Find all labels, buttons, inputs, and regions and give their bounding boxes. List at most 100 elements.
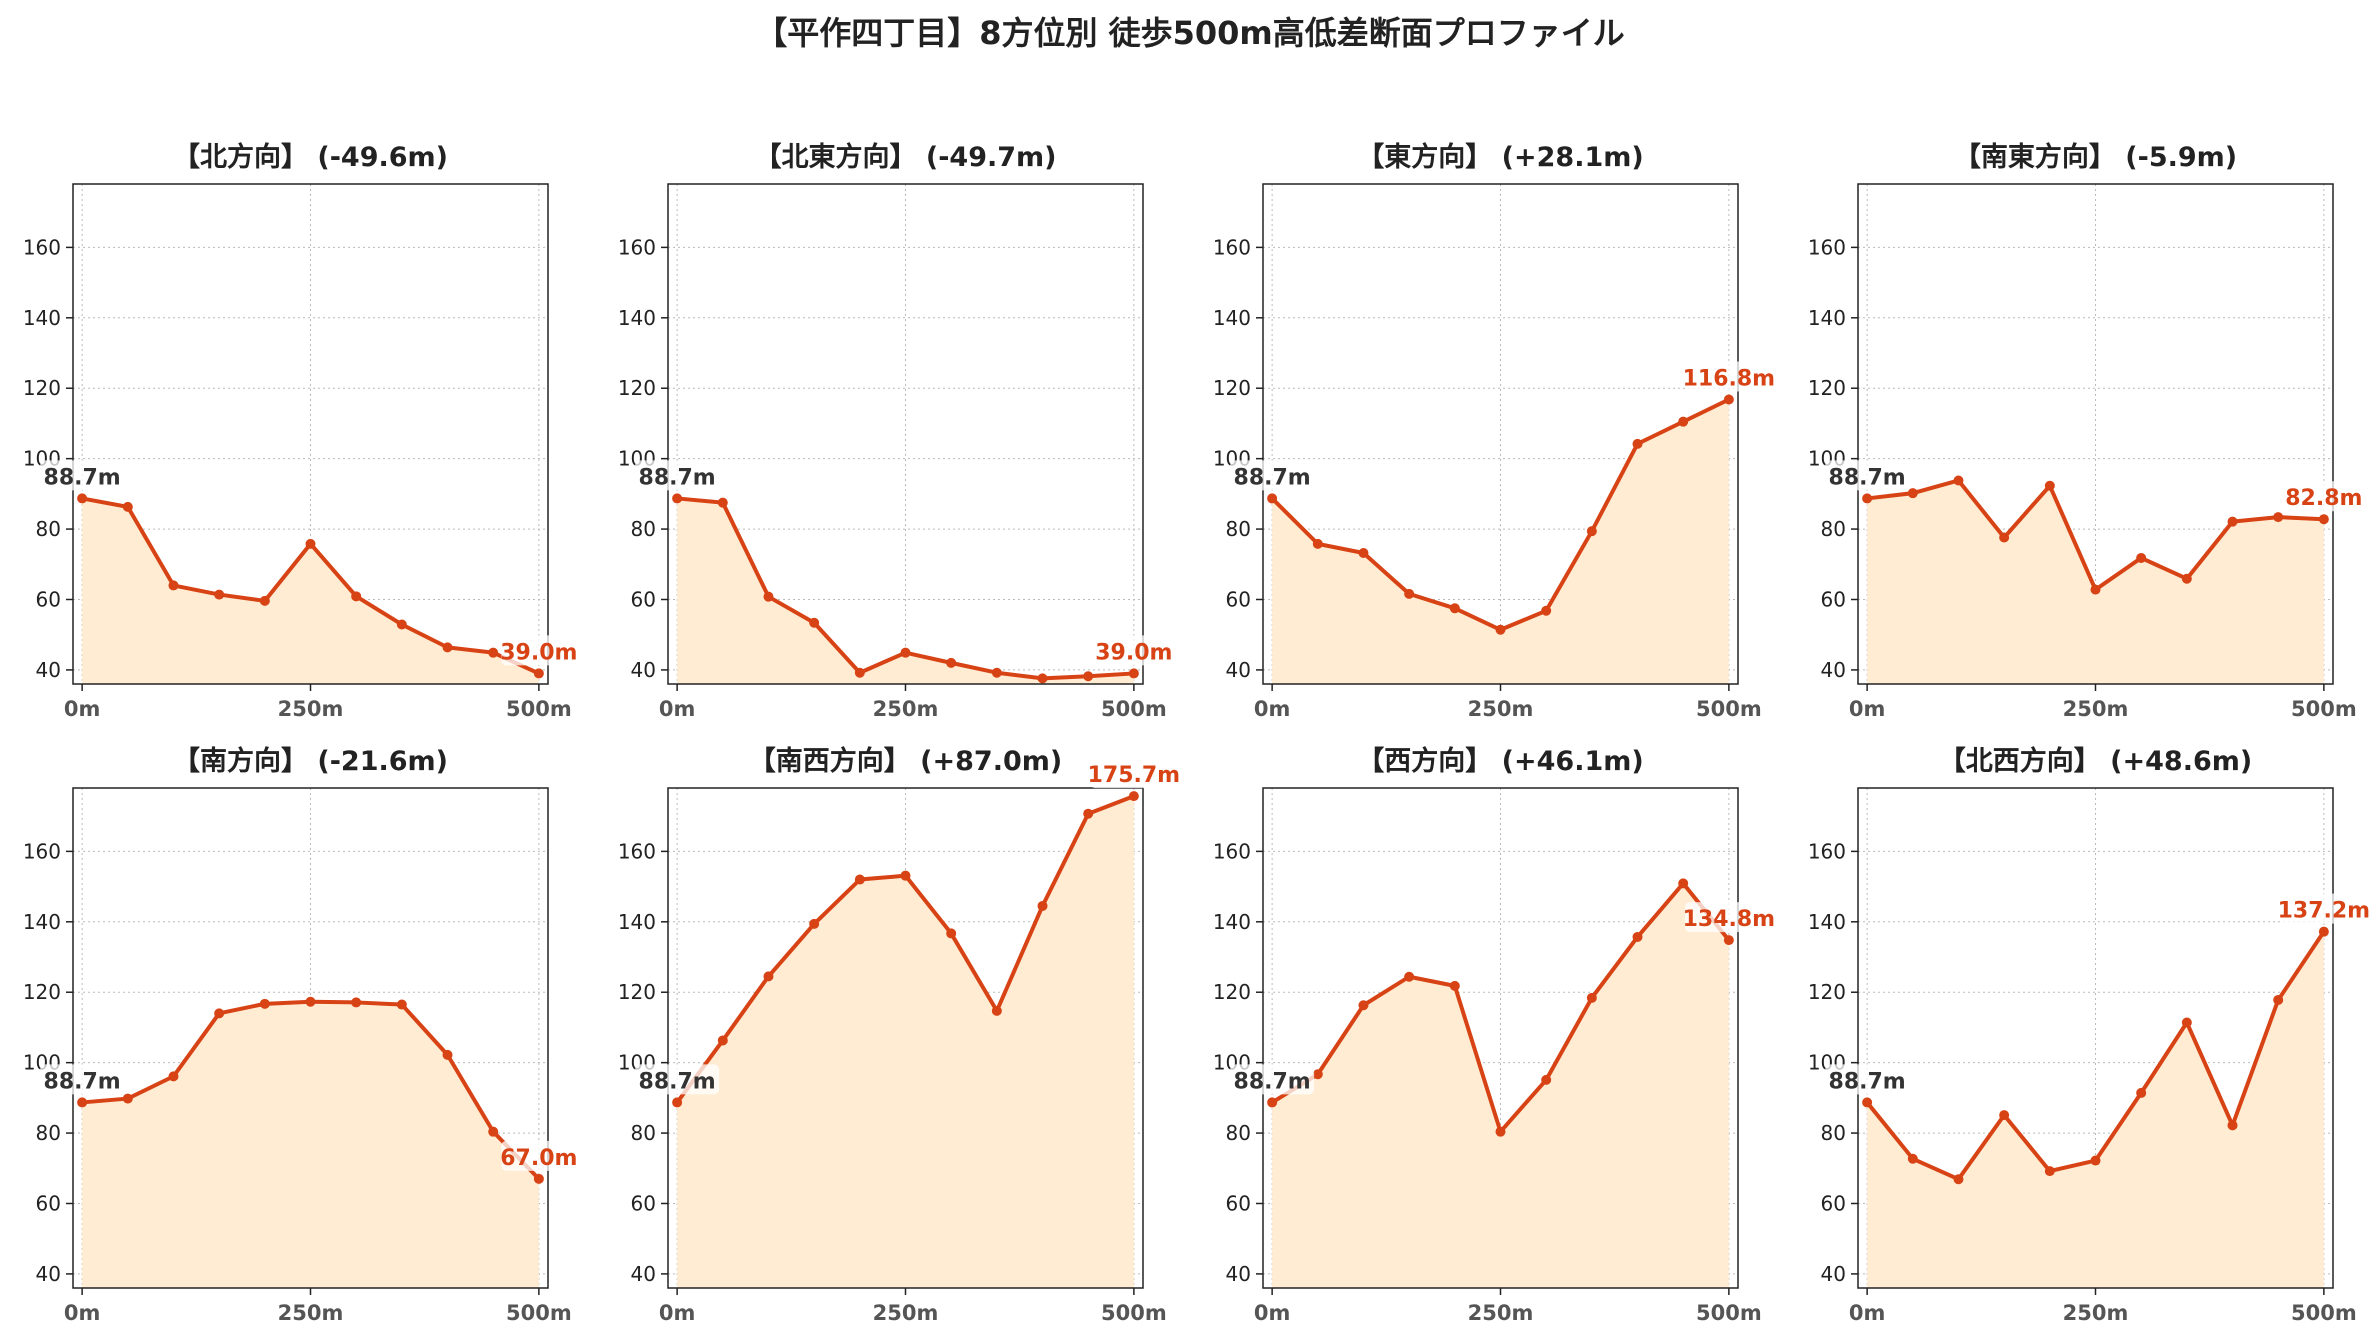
y-tick-label: 160 [1213,235,1251,259]
start-label-bg [40,460,125,491]
area-fill [1867,931,2324,1288]
y-tick-label: 160 [23,235,61,259]
y-tick-label: 160 [1808,839,1846,863]
start-label: 88.7m [1829,465,1906,490]
start-label-bg [635,1064,720,1095]
data-point [305,538,316,549]
data-point [77,493,88,504]
data-point [533,668,544,679]
x-tick-label: 250m [2063,1301,2129,1325]
y-tick-label: 80 [36,1121,61,1145]
y-tick-label: 120 [1808,980,1846,1004]
y-tick-label: 160 [1808,235,1846,259]
data-point [533,1173,544,1184]
data-point [1358,1000,1369,1011]
x-tick-label: 250m [873,697,939,721]
data-point [1495,624,1506,635]
start-label-bg [1825,1064,1910,1095]
data-point [1999,1110,2010,1121]
data-point [2227,1120,2238,1131]
y-tick-label: 80 [1226,517,1251,541]
data-point [168,580,179,591]
start-label: 88.7m [1829,1069,1906,1094]
y-tick-label: 120 [1808,376,1846,400]
x-tick-label: 0m [1849,1301,1886,1325]
data-point [991,1005,1002,1016]
data-point [1267,1097,1278,1108]
area-fill [677,498,1134,684]
data-point [168,1071,179,1082]
end-label-bg [1684,361,1773,392]
data-point [1404,971,1415,982]
data-point [214,1008,225,1019]
x-tick-label: 250m [278,697,344,721]
data-point [1678,878,1689,889]
data-point [1495,1126,1506,1137]
data-point [672,1097,683,1108]
x-tick-label: 500m [2291,697,2357,721]
data-point [1586,992,1597,1003]
end-label: 39.0m [1095,640,1172,665]
end-label: 82.8m [2285,486,2362,511]
data-point [2090,584,2101,595]
area-fill [677,796,1134,1288]
data-point [763,971,774,982]
x-tick-label: 500m [506,1301,572,1325]
data-point [854,874,865,885]
data-point [214,589,225,600]
y-tick-label: 120 [618,980,656,1004]
end-label: 67.0m [500,1146,577,1171]
data-point [1312,1069,1323,1080]
data-point [488,1126,499,1137]
data-point [1723,935,1734,946]
y-tick-label: 60 [1226,587,1251,611]
data-point [442,1049,453,1060]
y-tick-label: 120 [23,376,61,400]
y-tick-label: 80 [1821,1121,1846,1145]
y-tick-label: 140 [23,910,61,934]
end-label: 116.8m [1683,366,1776,391]
data-point [2136,1087,2147,1098]
data-point [1541,605,1552,616]
x-tick-label: 0m [659,697,696,721]
data-point [2044,480,2055,491]
data-point [2318,514,2329,525]
subplot-title: 【東方向】 (+28.1m) [1357,141,1643,173]
data-point [1953,1174,1964,1185]
y-tick-label: 140 [618,306,656,330]
start-label-bg [40,1064,125,1095]
y-tick-label: 40 [36,658,61,682]
data-point [946,657,957,668]
y-tick-label: 60 [1821,587,1846,611]
y-tick-label: 80 [1821,517,1846,541]
data-point [1312,538,1323,549]
y-tick-label: 160 [23,839,61,863]
start-label-bg [1230,460,1315,491]
data-point [2044,1166,2055,1177]
y-tick-label: 140 [1213,910,1251,934]
y-tick-label: 140 [1808,910,1846,934]
data-point [1449,603,1460,614]
y-tick-label: 80 [631,1121,656,1145]
start-label: 88.7m [1234,1069,1311,1094]
start-label: 88.7m [639,465,716,490]
x-tick-label: 0m [64,697,101,721]
x-tick-label: 0m [1849,697,1886,721]
y-tick-label: 40 [1226,1262,1251,1286]
data-point [1632,438,1643,449]
y-tick-label: 60 [631,1191,656,1215]
data-point [2090,1155,2101,1166]
y-tick-label: 40 [36,1262,61,1286]
data-point [1083,808,1094,819]
end-label-bg [1096,635,1172,666]
data-point [77,1097,88,1108]
x-tick-label: 250m [1468,1301,1534,1325]
y-tick-label: 80 [36,517,61,541]
y-tick-label: 140 [1213,306,1251,330]
y-tick-label: 60 [1226,1191,1251,1215]
y-tick-label: 60 [1821,1191,1846,1215]
